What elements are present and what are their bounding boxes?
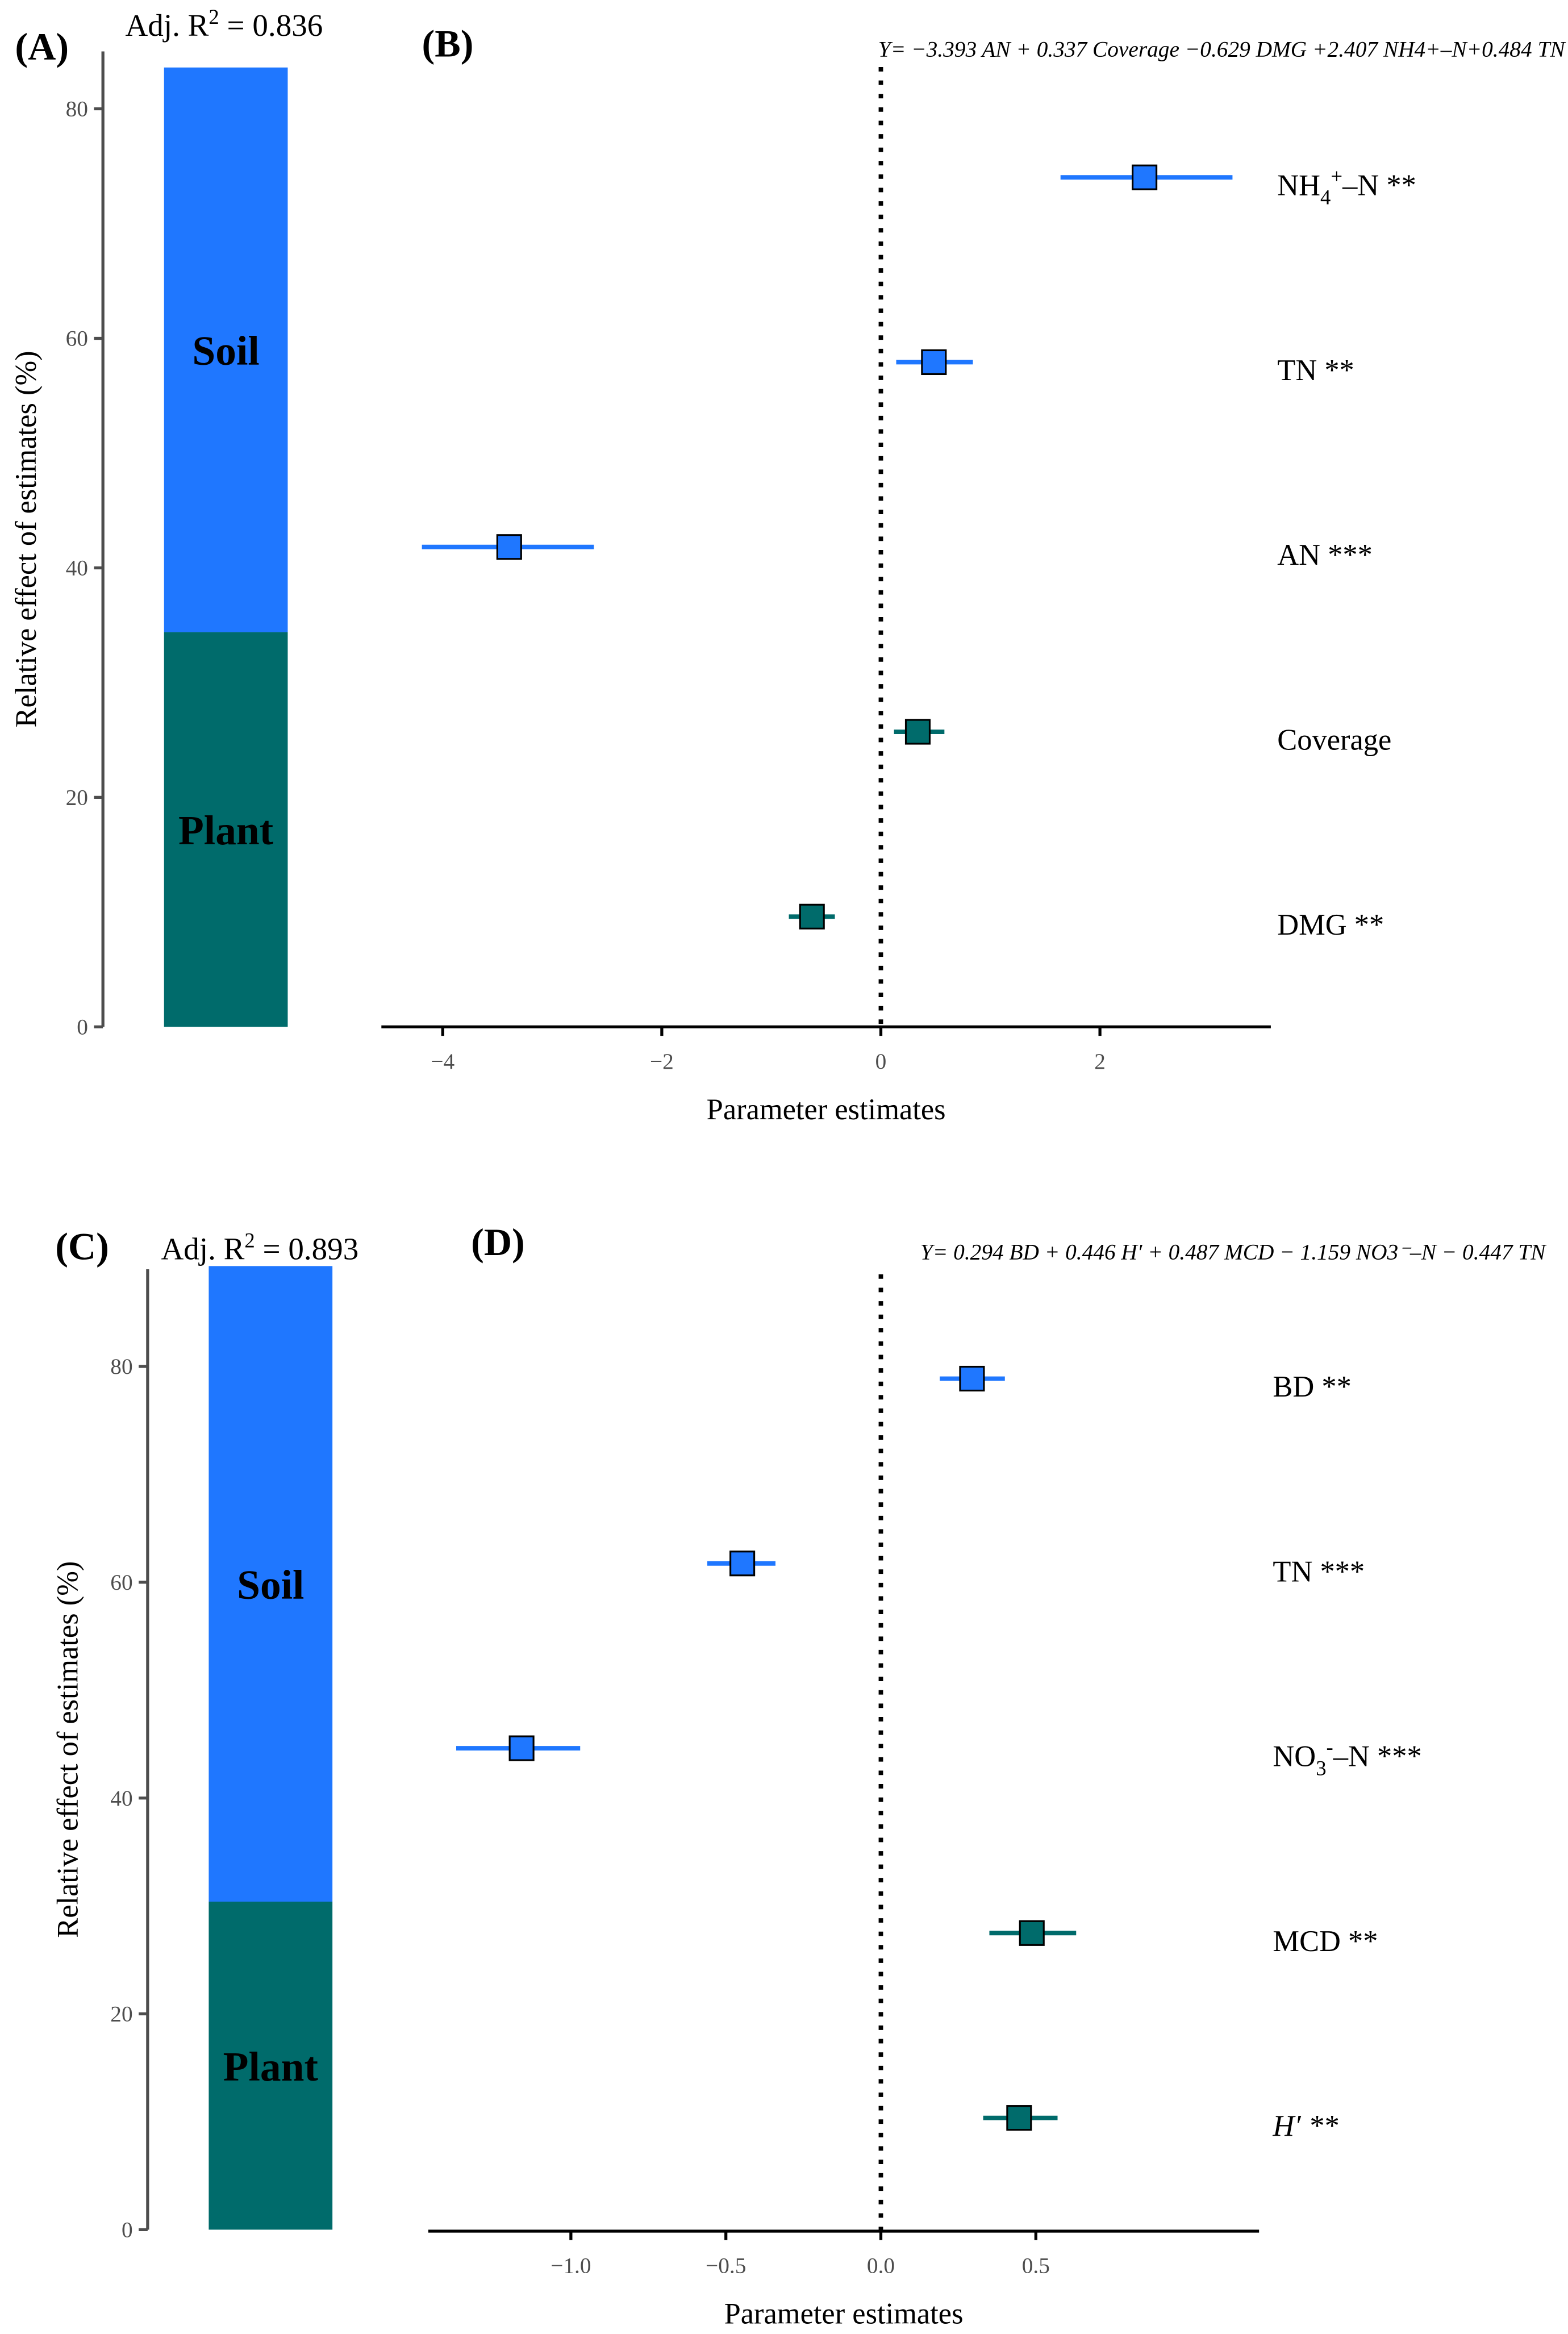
estimate-point xyxy=(904,719,931,745)
term-label: NH4+–N ** xyxy=(1277,165,1416,209)
term-base: H′ ** xyxy=(1272,2110,1338,2143)
panel-label: (D) xyxy=(471,1220,525,1264)
bar-label-soil: Soil xyxy=(237,1562,304,1608)
x-tick-label: 2 xyxy=(1094,1049,1106,1074)
r2-label: Adj. R2 = 0.893 xyxy=(161,1229,358,1266)
y-tick-label: 40 xyxy=(66,556,88,581)
panel-label: (C) xyxy=(55,1225,109,1268)
y-tick-label: 80 xyxy=(66,97,88,122)
x-tick-label: −1.0 xyxy=(551,2253,591,2278)
y-tick-label: 80 xyxy=(110,1354,132,1379)
term-base: BD ** xyxy=(1273,1370,1351,1403)
estimate-point xyxy=(921,349,947,376)
r2-value: = 0.836 xyxy=(219,8,323,43)
term-label: NO3-–N *** xyxy=(1273,1736,1421,1780)
estimate-point xyxy=(1132,164,1158,190)
term-label: Coverage xyxy=(1277,723,1391,756)
term-superscript: + xyxy=(1331,165,1342,188)
r2-superscript: 2 xyxy=(244,1229,255,1252)
x-tick-label: −2 xyxy=(650,1049,674,1074)
bar-segment-soil xyxy=(164,67,288,632)
bar-label-soil: Soil xyxy=(192,328,259,374)
term-base: TN *** xyxy=(1273,1555,1365,1588)
bar-segment-plant xyxy=(208,1902,333,2230)
panel-label: (A) xyxy=(15,25,69,68)
term-label: TN *** xyxy=(1273,1555,1365,1588)
term-label: AN *** xyxy=(1277,539,1373,572)
x-axis-label: Parameter estimates xyxy=(724,2298,964,2331)
y-tick-label: 60 xyxy=(110,1570,132,1595)
regression-equation: Y= 0.294 BD + 0.446 H′ + 0.487 MCD − 1.1… xyxy=(920,1240,1547,1265)
estimate-point xyxy=(959,1365,985,1392)
r2-prefix: Adj. R xyxy=(126,8,209,43)
term-base: TN ** xyxy=(1277,354,1354,387)
term-rest: –N *** xyxy=(1333,1740,1422,1773)
term-superscript: - xyxy=(1327,1736,1333,1759)
y-tick-label: 20 xyxy=(110,2002,132,2027)
estimate-point xyxy=(729,1551,756,1577)
term-subscript: 3 xyxy=(1316,1756,1326,1779)
y-tick-label: 0 xyxy=(122,2217,133,2242)
x-tick-label: −4 xyxy=(431,1049,454,1074)
y-tick-label: 60 xyxy=(66,326,88,351)
term-subscript: 4 xyxy=(1320,185,1331,209)
term-rest: –N ** xyxy=(1342,169,1416,202)
x-axis-label: Parameter estimates xyxy=(707,1093,946,1126)
bar-segment-soil xyxy=(208,1266,333,1902)
estimate-point xyxy=(1006,2105,1032,2131)
bar-segment-plant xyxy=(164,632,288,1027)
r2-superscript: 2 xyxy=(208,5,219,28)
term-base: Coverage xyxy=(1277,723,1391,756)
x-tick-label: 0 xyxy=(875,1049,887,1074)
term-label: MCD ** xyxy=(1273,1925,1378,1958)
r2-prefix: Adj. R xyxy=(161,1232,244,1266)
term-base: MCD ** xyxy=(1273,1925,1378,1958)
regression-equation: Y= −3.393 AN + 0.337 Coverage −0.629 DMG… xyxy=(878,37,1566,62)
y-axis-label: Relative effect of estimates (%) xyxy=(52,1561,85,1938)
term-label: BD ** xyxy=(1273,1370,1351,1403)
term-base: AN *** xyxy=(1277,539,1373,572)
bar-label-plant: Plant xyxy=(223,2044,319,2090)
estimate-point xyxy=(799,903,825,930)
panel-label: (B) xyxy=(422,22,474,65)
bar-label-plant: Plant xyxy=(178,807,274,853)
r2-value: = 0.893 xyxy=(255,1232,359,1266)
term-label: DMG ** xyxy=(1277,908,1384,941)
estimate-point xyxy=(508,1735,535,1761)
term-base: DMG ** xyxy=(1277,908,1384,941)
x-tick-label: 0.0 xyxy=(867,2253,895,2278)
y-axis-label: Relative effect of estimates (%) xyxy=(10,351,43,727)
term-base: NH xyxy=(1277,169,1320,202)
x-tick-label: −0.5 xyxy=(706,2253,746,2278)
term-label: TN ** xyxy=(1277,354,1354,387)
term-base: NO xyxy=(1273,1740,1316,1773)
estimate-point xyxy=(1019,1920,1045,1946)
y-tick-label: 0 xyxy=(77,1015,88,1040)
x-tick-label: 0.5 xyxy=(1022,2253,1050,2278)
r2-label: Adj. R2 = 0.836 xyxy=(126,5,323,43)
y-tick-label: 20 xyxy=(66,785,88,810)
y-tick-label: 40 xyxy=(110,1786,132,1811)
term-label: H′ ** xyxy=(1272,2110,1338,2143)
estimate-point xyxy=(496,534,522,560)
